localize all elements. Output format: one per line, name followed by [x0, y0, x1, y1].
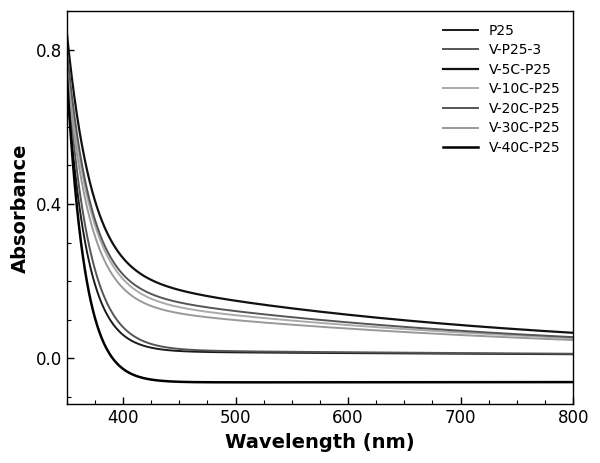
V-5C-P25: [458, 322, 465, 328]
Legend: P25, V-P25-3, V-5C-P25, V-10C-P25, V-20C-P25, V-30C-P25, V-40C-P25: P25, V-P25-3, V-5C-P25, V-10C-P25, V-20C…: [437, 18, 566, 161]
V-40C-P25: [569, 379, 577, 385]
V-10C-P25: [268, 316, 275, 321]
V-40C-P25: [243, 380, 250, 385]
V-20C-P25: [268, 313, 275, 318]
V-P25-3: [458, 350, 465, 356]
V-10C-P25: [286, 318, 293, 323]
V-5C-P25: [467, 323, 475, 329]
V-40C-P25: [467, 379, 475, 385]
V-20C-P25: [115, 266, 122, 272]
V-20C-P25: [467, 329, 475, 334]
V-P25-3: [411, 350, 418, 356]
V-40C-P25: [115, 362, 122, 368]
P25: [411, 350, 418, 356]
V-5C-P25: [268, 303, 275, 308]
V-30C-P25: [467, 333, 475, 338]
P25: [569, 351, 577, 357]
P25: [458, 351, 465, 357]
V-P25-3: [569, 351, 577, 357]
V-10C-P25: [63, 61, 70, 67]
V-40C-P25: [63, 71, 70, 77]
V-40C-P25: [412, 380, 419, 385]
V-5C-P25: [286, 305, 293, 311]
P25: [286, 350, 293, 356]
X-axis label: Wavelength (nm): Wavelength (nm): [225, 433, 415, 452]
V-30C-P25: [411, 330, 418, 335]
V-5C-P25: [63, 30, 70, 35]
P25: [467, 351, 475, 357]
V-30C-P25: [268, 320, 275, 326]
V-5C-P25: [411, 319, 418, 324]
V-20C-P25: [411, 325, 418, 331]
V-10C-P25: [115, 271, 122, 276]
V-20C-P25: [569, 334, 577, 340]
V-10C-P25: [569, 335, 577, 341]
Y-axis label: Absorbance: Absorbance: [11, 143, 30, 273]
V-30C-P25: [286, 322, 293, 327]
V-40C-P25: [287, 380, 294, 385]
V-5C-P25: [115, 250, 122, 255]
V-30C-P25: [63, 69, 70, 75]
Line: V-40C-P25: V-40C-P25: [67, 74, 573, 382]
V-40C-P25: [458, 379, 466, 385]
P25: [268, 350, 275, 356]
V-20C-P25: [458, 328, 465, 334]
V-10C-P25: [458, 330, 465, 335]
V-P25-3: [268, 349, 275, 354]
V-P25-3: [63, 65, 70, 71]
V-30C-P25: [115, 280, 122, 286]
Line: V-5C-P25: V-5C-P25: [67, 32, 573, 333]
V-P25-3: [467, 350, 475, 356]
V-P25-3: [115, 319, 122, 325]
Line: V-P25-3: V-P25-3: [67, 68, 573, 354]
V-10C-P25: [411, 327, 418, 332]
V-40C-P25: [268, 380, 275, 385]
V-20C-P25: [286, 314, 293, 320]
Line: V-20C-P25: V-20C-P25: [67, 49, 573, 337]
Line: P25: P25: [67, 81, 573, 354]
V-30C-P25: [458, 332, 465, 338]
Line: V-30C-P25: V-30C-P25: [67, 72, 573, 340]
V-5C-P25: [569, 330, 577, 336]
Line: V-10C-P25: V-10C-P25: [67, 64, 573, 338]
V-P25-3: [286, 349, 293, 355]
P25: [115, 328, 122, 333]
P25: [63, 79, 70, 84]
V-10C-P25: [467, 330, 475, 336]
V-30C-P25: [569, 337, 577, 343]
V-20C-P25: [63, 46, 70, 51]
